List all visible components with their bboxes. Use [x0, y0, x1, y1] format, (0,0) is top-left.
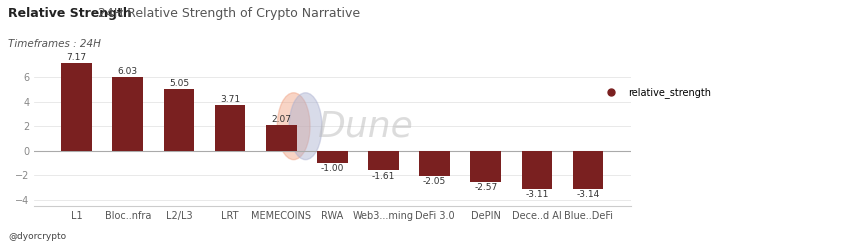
Bar — [61, 63, 92, 151]
Bar — [215, 105, 246, 151]
Bar — [317, 151, 348, 163]
Bar — [522, 151, 552, 189]
Bar — [112, 77, 143, 151]
Text: Dune: Dune — [318, 109, 413, 143]
Text: -2.57: -2.57 — [474, 183, 497, 192]
Text: Relative Strength: Relative Strength — [8, 7, 133, 20]
Text: -2.05: -2.05 — [423, 177, 446, 186]
Text: 24H Relative Strength of Crypto Narrative: 24H Relative Strength of Crypto Narrativ… — [98, 7, 360, 20]
Bar — [266, 125, 297, 151]
Bar — [163, 89, 195, 151]
Text: -1.00: -1.00 — [320, 164, 344, 173]
Text: 6.03: 6.03 — [118, 67, 138, 76]
Text: 5.05: 5.05 — [169, 79, 189, 88]
Text: 3.71: 3.71 — [220, 95, 241, 104]
Ellipse shape — [289, 93, 322, 160]
Bar — [419, 151, 450, 176]
Text: @dyorcrypto: @dyorcrypto — [8, 232, 66, 241]
Text: 7.17: 7.17 — [66, 53, 87, 62]
Bar — [368, 151, 399, 170]
Legend: relative_strength: relative_strength — [598, 83, 715, 102]
Bar — [573, 151, 604, 189]
Bar — [471, 151, 501, 182]
Ellipse shape — [277, 93, 310, 160]
Text: 2.07: 2.07 — [271, 115, 292, 124]
Text: -3.11: -3.11 — [525, 190, 548, 199]
Text: Timeframes : 24H: Timeframes : 24H — [8, 39, 101, 49]
Text: -3.14: -3.14 — [576, 191, 600, 200]
Text: -1.61: -1.61 — [371, 172, 395, 181]
